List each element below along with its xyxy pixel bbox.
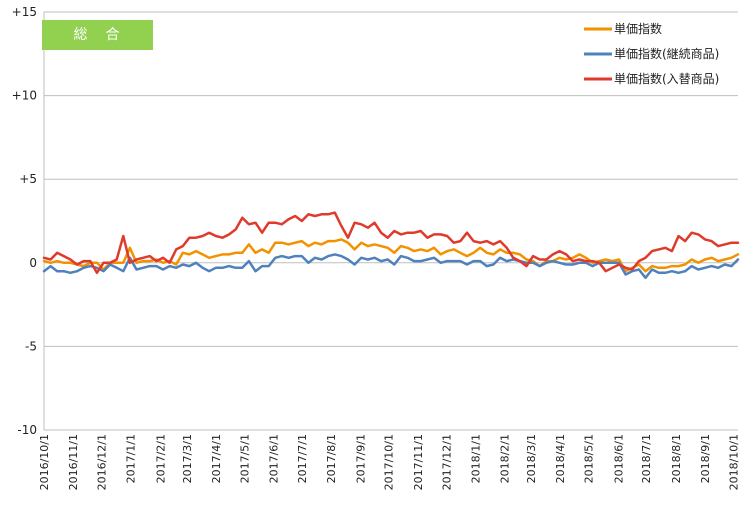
x-tick-label: 2017/6/1 (267, 434, 280, 483)
x-tick-label: 2018/8/1 (670, 434, 683, 483)
x-tick-label: 2017/9/1 (355, 434, 368, 483)
x-tick-label: 2017/1/1 (125, 434, 138, 483)
legend-label: 単価指数(継続商品) (614, 46, 719, 61)
series-line-1 (42, 253, 740, 280)
x-tick-label: 2018/9/1 (699, 434, 712, 483)
y-tick-label: 0 (29, 256, 37, 270)
y-tick-label: -5 (25, 339, 37, 353)
x-tick-label: 2018/6/1 (612, 434, 625, 483)
x-axis-tick-labels: 2016/10/1 2016/11/1 2016/12/1 2017/1/1 2017/… (38, 434, 740, 490)
series-line-2 (42, 211, 740, 275)
x-tick-label: 2018/10/1 (727, 434, 740, 490)
x-tick-label: 2017/8/1 (325, 434, 338, 483)
x-tick-label: 2017/12/1 (441, 434, 454, 490)
legend-label: 単価指数 (614, 21, 662, 36)
series-lines (42, 211, 740, 280)
x-tick-label: 2016/11/1 (67, 434, 80, 490)
y-tick-label: +5 (19, 172, 37, 186)
x-tick-label: 2018/3/1 (525, 434, 538, 483)
x-tick-label: 2018/2/1 (499, 434, 512, 483)
x-tick-label: 2017/10/1 (382, 434, 395, 490)
category-badge: 総 合 (42, 20, 153, 50)
x-tick-label: 2017/11/1 (412, 434, 425, 490)
legend-label: 単価指数(入替商品) (614, 71, 719, 86)
y-axis-tick-labels: +15 +10 +5 0 -5 -10 (12, 5, 37, 437)
x-tick-label: 2017/4/1 (210, 434, 223, 483)
x-tick-label: 2017/7/1 (296, 434, 309, 483)
x-tick-label: 2017/2/1 (154, 434, 167, 483)
x-tick-label: 2018/1/1 (470, 434, 483, 483)
x-tick-label: 2016/12/1 (96, 434, 109, 490)
x-tick-label: 2017/5/1 (238, 434, 251, 483)
x-tick-label: 2018/7/1 (640, 434, 653, 483)
gridlines (43, 11, 738, 431)
x-tick-label: 2017/3/1 (181, 434, 194, 483)
x-tick-label: 2018/4/1 (554, 434, 567, 483)
y-tick-label: +10 (12, 89, 37, 103)
y-tick-label: -10 (17, 423, 37, 437)
x-tick-label: 2018/5/1 (583, 434, 596, 483)
y-tick-label: +15 (12, 5, 37, 19)
x-tick-label: 2016/10/1 (38, 434, 51, 490)
